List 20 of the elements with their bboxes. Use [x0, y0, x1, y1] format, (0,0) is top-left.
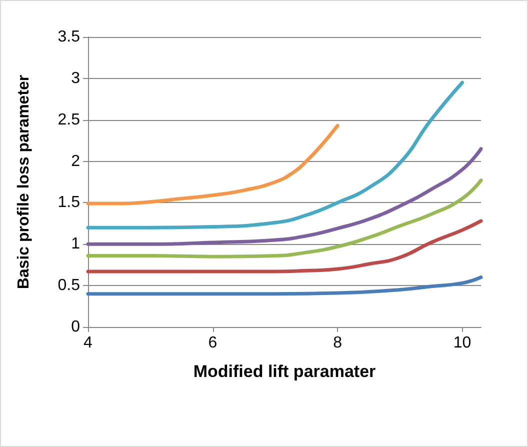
y-tick-label: 3.5 — [58, 28, 80, 46]
x-axis-title: Modified lift paramater — [193, 362, 376, 381]
line-series — [86, 276, 483, 296]
y-tick-label: 2.5 — [58, 111, 80, 128]
line-series — [86, 124, 340, 206]
x-tick-label: 6 — [208, 334, 218, 352]
x-tick-label: 8 — [333, 334, 342, 352]
line-series — [86, 147, 483, 246]
y-axis-title: Basic profile loss parameter — [16, 74, 32, 290]
line-series — [86, 178, 483, 258]
y-tick-label: 0.5 — [58, 277, 80, 294]
y-tick-label: 1 — [71, 236, 80, 253]
line-series — [86, 219, 483, 274]
x-tick-label: 10 — [453, 334, 472, 352]
y-tick-label: 2 — [71, 152, 80, 170]
y-tick-label: 0 — [71, 318, 80, 336]
y-tick-label: 1.5 — [58, 194, 80, 212]
line-series — [86, 80, 464, 230]
y-tick-label: 3 — [71, 70, 80, 87]
x-tick-label: 4 — [84, 334, 93, 352]
